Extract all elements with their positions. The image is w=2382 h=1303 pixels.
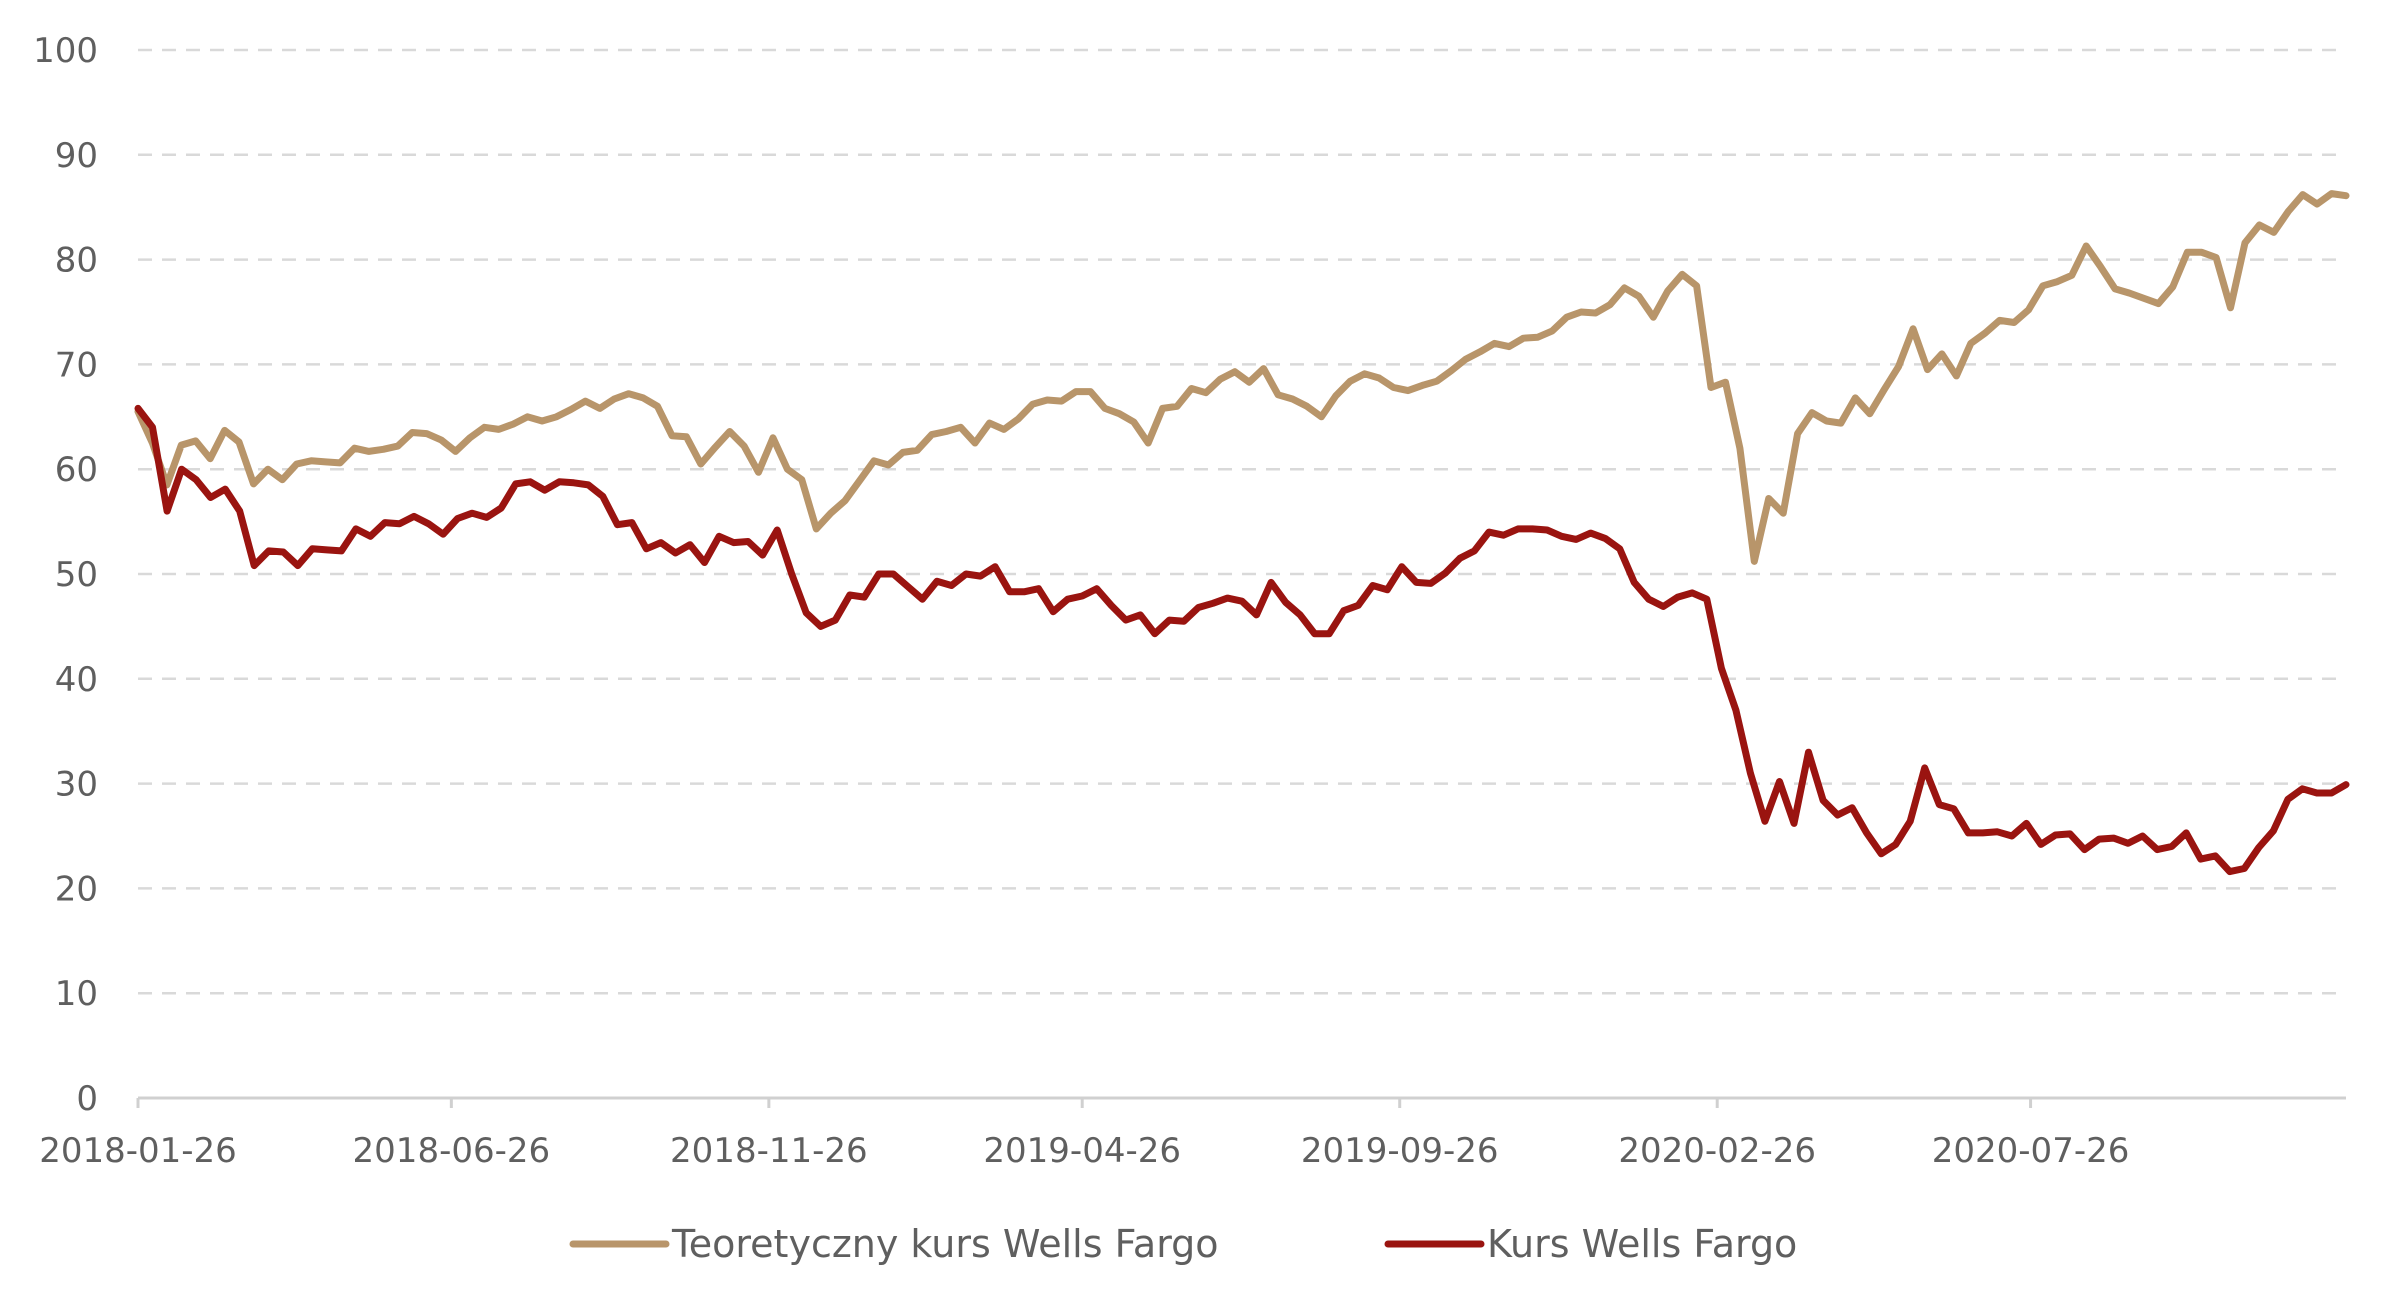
- x-tick-label: 2020-02-26: [1618, 1131, 1816, 1171]
- x-tick-label: 2019-09-26: [1301, 1131, 1499, 1171]
- legend: Teoretyczny kurs Wells Fargo Kurs Wells …: [569, 1222, 1797, 1266]
- y-axis-ticks: 0 10 20 30 40 50 60 70 80 90 100: [33, 31, 98, 1119]
- series-lines: [134, 190, 2350, 876]
- x-tick-label: 2018-06-26: [353, 1131, 551, 1171]
- y-tick-label: 70: [55, 345, 98, 385]
- x-tick-label: 2020-07-26: [1932, 1131, 2130, 1171]
- x-axis: 2018-01-26 2018-06-26 2018-11-26 2019-04-26…: [39, 1096, 2346, 1171]
- x-tick-label: 2018-11-26: [670, 1131, 868, 1171]
- series-line-actual: [134, 404, 2350, 876]
- x-tick-label: 2018-01-26: [39, 1131, 237, 1171]
- y-tick-label: 50: [55, 555, 98, 595]
- y-tick-label: 30: [55, 765, 98, 805]
- series-line-theoretical: [134, 190, 2350, 565]
- legend-label-theoretical: Teoretyczny kurs Wells Fargo: [671, 1222, 1219, 1266]
- y-tick-label: 80: [55, 241, 98, 281]
- y-tick-label: 100: [33, 31, 98, 71]
- x-tick-label: 2019-04-26: [983, 1131, 1181, 1171]
- grid: [138, 48, 2346, 995]
- y-tick-label: 90: [55, 136, 98, 176]
- y-tick-label: 40: [55, 660, 98, 700]
- y-tick-label: 20: [55, 869, 98, 909]
- y-tick-label: 0: [76, 1079, 98, 1119]
- y-tick-label: 60: [55, 450, 98, 490]
- y-tick-label: 10: [55, 974, 98, 1014]
- legend-label-actual: Kurs Wells Fargo: [1487, 1222, 1797, 1266]
